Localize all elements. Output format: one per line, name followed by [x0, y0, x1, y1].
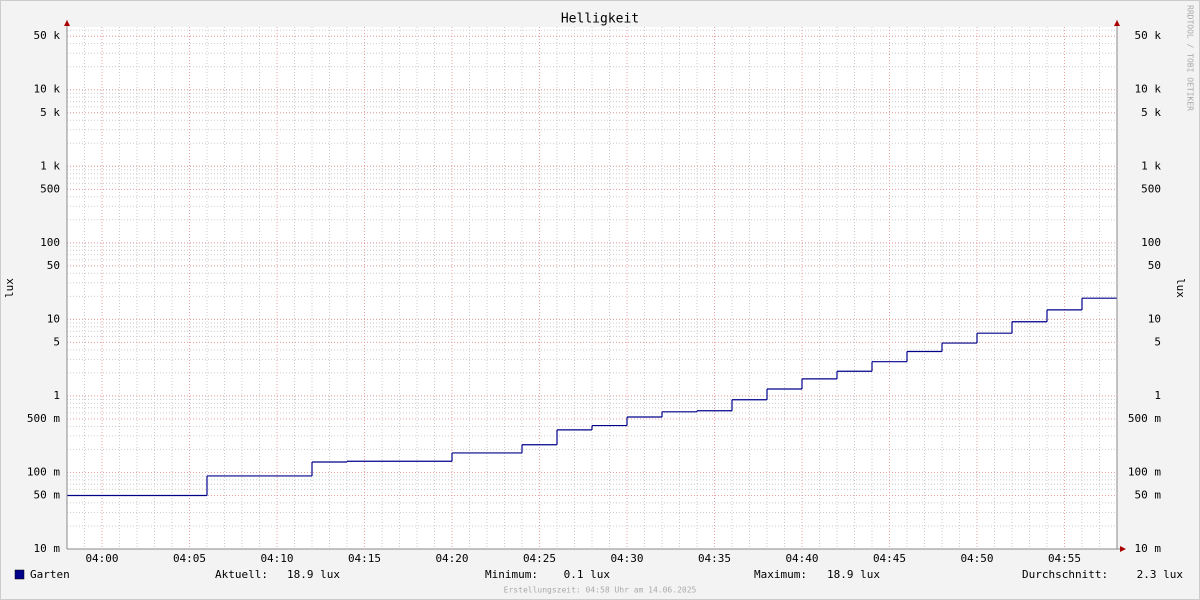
stat-value: 18.9 lux	[827, 568, 880, 581]
x-tick-label: 04:45	[873, 552, 906, 565]
x-tick-label: 04:40	[785, 552, 818, 565]
y-tick-label: 50 k	[34, 29, 61, 42]
x-tick-label: 04:20	[435, 552, 468, 565]
y-tick-label: 1 k	[40, 159, 60, 172]
grid	[66, 27, 1118, 550]
x-tick-label: 04:50	[960, 552, 993, 565]
y-tick-label: 10 m	[34, 542, 61, 555]
y-axis-label: lux	[3, 278, 16, 298]
y-tick-label: 500 m	[27, 412, 60, 425]
stat-value: 0.1 lux	[564, 568, 611, 581]
y-tick-label-right: 50	[1148, 259, 1161, 272]
footer: Erstellungszeit: 04:58 Uhr am 14.06.2025	[504, 586, 697, 595]
y-tick-label-right: 5 k	[1141, 106, 1161, 119]
stat-value: 18.9 lux	[287, 568, 340, 581]
y-tick-label-right: 10	[1148, 312, 1161, 325]
stat-label: Maximum:	[754, 568, 807, 581]
y-tick-label: 10 k	[34, 83, 61, 96]
y-tick-label-right: 100 m	[1128, 465, 1161, 478]
x-tick-label: 04:00	[85, 552, 118, 565]
chart-title: Helligkeit	[561, 12, 639, 27]
y-tick-label-right: 10 k	[1135, 83, 1162, 96]
y-tick-label-right: 100	[1141, 236, 1161, 249]
y-tick-label: 1	[53, 389, 60, 402]
x-tick-label: 04:10	[260, 552, 293, 565]
y-tick-label: 10	[47, 312, 60, 325]
x-tick-label: 04:35	[698, 552, 731, 565]
y-tick-label: 100 m	[27, 465, 60, 478]
y-tick-label-right: 50 m	[1135, 488, 1162, 501]
y-axis-label-right: lux	[1174, 278, 1187, 298]
stat-label: Minimum:	[485, 568, 538, 581]
y-tick-label: 100	[40, 236, 60, 249]
x-tick-label: 04:55	[1048, 552, 1081, 565]
marks	[67, 297, 1117, 497]
x-tick-label: 04:25	[523, 552, 556, 565]
y-tick-label: 50 m	[34, 488, 61, 501]
stat-label: Durchschnitt:	[1022, 568, 1108, 581]
y-tick-label: 5	[53, 335, 60, 348]
y-tick-label: 5 k	[40, 106, 60, 119]
y-tick-label-right: 10 m	[1135, 542, 1162, 555]
y-tick-label: 500	[40, 182, 60, 195]
stat-value: 2.3 lux	[1137, 568, 1184, 581]
stat-label: Aktuell:	[215, 568, 268, 581]
x-tick-label: 04:30	[610, 552, 643, 565]
legend-swatch	[14, 569, 25, 580]
x-tick-label: 04:15	[348, 552, 381, 565]
x-tick-label: 04:05	[173, 552, 206, 565]
y-tick-label-right: 500 m	[1128, 412, 1161, 425]
y-tick-label-right: 500	[1141, 182, 1161, 195]
legend-label: Garten	[30, 568, 70, 581]
y-tick-label-right: 1 k	[1141, 159, 1161, 172]
y-tick-label-right: 50 k	[1135, 29, 1162, 42]
y-tick-label-right: 5	[1154, 335, 1161, 348]
y-tick-label: 50	[47, 259, 60, 272]
y-tick-label-right: 1	[1154, 389, 1161, 402]
watermark: RRDTOOL / TOBI OETIKER	[1186, 5, 1195, 111]
